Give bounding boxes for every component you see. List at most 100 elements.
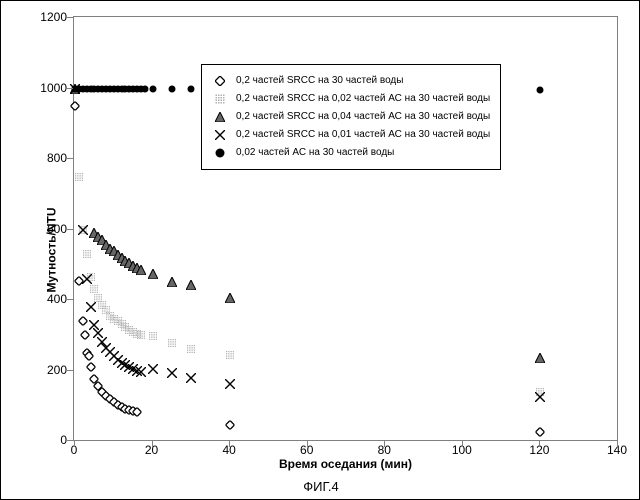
legend-marker-icon <box>212 73 228 89</box>
y-tick-label: 200 <box>7 363 67 377</box>
data-point <box>133 408 142 417</box>
data-point <box>133 330 142 339</box>
data-point <box>109 398 118 407</box>
data-point <box>86 273 95 282</box>
y-tick-mark <box>67 440 73 441</box>
y-axis-label: Мутность/NTU <box>45 207 59 292</box>
data-point <box>148 269 158 279</box>
data-point <box>117 253 127 263</box>
data-point <box>78 225 88 235</box>
data-point <box>113 317 122 326</box>
y-tick-mark <box>67 370 73 371</box>
data-point <box>141 85 149 93</box>
data-point <box>78 225 87 234</box>
data-point <box>82 250 91 259</box>
data-point <box>79 85 87 93</box>
data-point <box>136 367 146 377</box>
data-point <box>97 235 107 245</box>
data-point <box>93 328 103 338</box>
x-tick-mark <box>152 441 153 447</box>
data-point <box>82 348 91 357</box>
data-point <box>90 375 99 384</box>
legend-item: 0,2 частей SRCC на 30 частей воды <box>212 72 490 90</box>
data-point <box>225 379 235 389</box>
data-point <box>71 85 79 93</box>
data-point <box>87 85 95 93</box>
data-point <box>125 325 134 334</box>
data-point <box>78 317 87 326</box>
legend-item: 0,2 частей SRCC на 0,02 частей АС на 30 … <box>212 90 490 108</box>
data-point <box>94 293 103 302</box>
x-tick-mark <box>539 441 540 447</box>
data-point <box>121 85 129 93</box>
y-tick-mark <box>67 17 73 18</box>
data-point <box>89 228 99 238</box>
data-point <box>98 300 107 309</box>
data-point <box>109 351 119 361</box>
data-point <box>101 343 111 353</box>
data-point <box>102 306 111 315</box>
data-point <box>536 86 544 94</box>
data-point <box>167 339 176 348</box>
legend-label: 0,2 частей SRCC на 30 частей воды <box>236 76 403 86</box>
figure-caption: ФИГ.4 <box>1 479 640 494</box>
legend-marker-icon <box>212 91 228 107</box>
data-point <box>148 364 158 374</box>
data-point <box>113 355 123 365</box>
legend: 0,2 частей SRCC на 30 частей воды 0,2 ча… <box>201 64 501 170</box>
y-tick-label: 1000 <box>7 81 67 95</box>
data-point <box>124 362 134 372</box>
y-tick-label: 400 <box>7 292 67 306</box>
legend-item: 0,2 частей SRCC на 0,01 частей АС на 30 … <box>212 126 490 144</box>
data-point <box>70 84 80 94</box>
data-point <box>128 261 138 271</box>
data-point <box>149 85 157 93</box>
data-point <box>74 276 83 285</box>
data-point <box>110 85 118 93</box>
data-point <box>74 172 83 181</box>
x-tick-mark <box>229 441 230 447</box>
data-point <box>168 85 176 93</box>
data-point <box>113 250 123 260</box>
data-point <box>132 263 142 273</box>
legend-marker-icon <box>212 145 228 161</box>
data-point <box>535 353 545 363</box>
x-tick-mark <box>74 441 75 447</box>
data-point <box>80 331 89 340</box>
data-point <box>93 232 103 242</box>
data-point <box>125 405 134 414</box>
data-point <box>114 85 122 93</box>
data-point <box>187 85 195 93</box>
data-point <box>226 350 235 359</box>
data-point <box>105 395 114 404</box>
legend-label: 0,02 частей АС на 30 частей воды <box>236 148 394 158</box>
data-point <box>84 352 93 361</box>
data-point <box>82 274 92 284</box>
data-point <box>128 364 138 374</box>
data-point <box>225 293 235 303</box>
x-axis-label: Время оседания (мин) <box>73 457 618 471</box>
y-tick-mark <box>67 88 73 89</box>
y-tick-label: 800 <box>7 151 67 165</box>
data-point <box>117 358 127 368</box>
x-tick-mark <box>462 441 463 447</box>
data-point <box>117 402 126 411</box>
data-point <box>90 284 99 293</box>
data-point <box>86 302 96 312</box>
data-point <box>109 315 118 324</box>
data-point <box>94 85 102 93</box>
data-point <box>102 85 110 93</box>
y-tick-label: 0 <box>7 433 67 447</box>
chart-container: Мутность/NTU Время оседания (мин) 0,2 ча… <box>0 0 640 500</box>
data-point <box>536 387 545 396</box>
legend-marker-icon <box>212 109 228 125</box>
data-point <box>132 366 142 376</box>
data-point <box>83 85 91 93</box>
x-tick-mark <box>384 441 385 447</box>
data-point <box>167 277 177 287</box>
data-point <box>186 373 196 383</box>
data-point <box>167 368 177 378</box>
x-tick-mark <box>307 441 308 447</box>
y-tick-mark <box>67 158 73 159</box>
data-point <box>105 347 115 357</box>
